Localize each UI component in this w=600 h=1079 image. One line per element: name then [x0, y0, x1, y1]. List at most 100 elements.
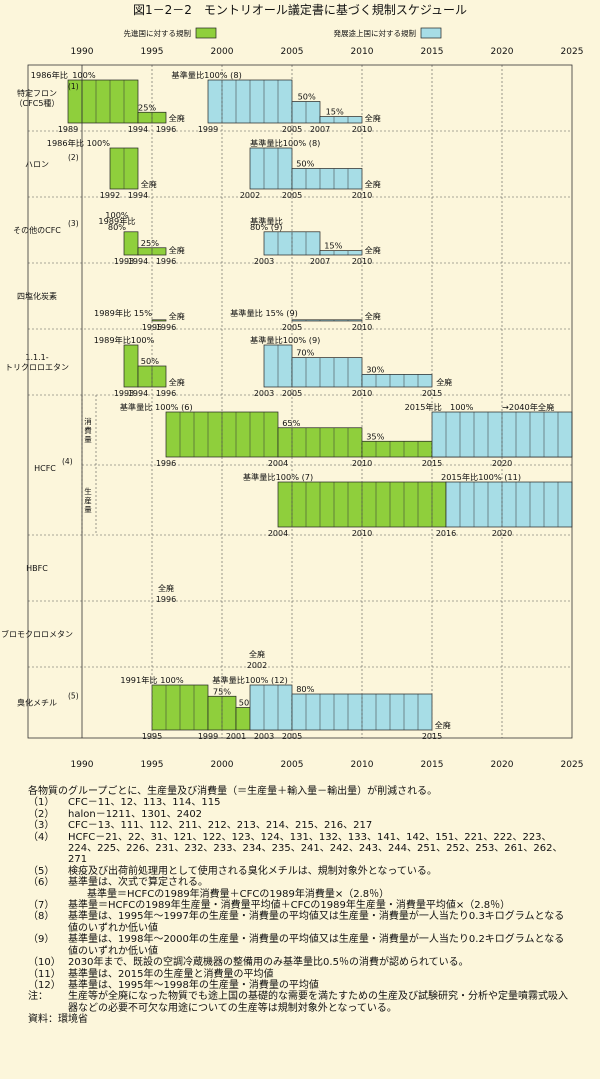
bar-developed-3: [361, 440, 433, 458]
footnote-number: （9）: [28, 934, 55, 946]
year-label: 2005: [282, 323, 302, 332]
x-tick-bottom-1995: 1995: [141, 760, 164, 770]
bar-label: 全廃: [435, 720, 451, 730]
bar-label: 50%: [141, 356, 159, 366]
bar-label: 基準量比100% (8): [171, 70, 241, 80]
bar-label: 基準量比100% (7): [243, 472, 313, 482]
footnote-number: （2）: [28, 808, 55, 820]
year-label: 1994: [128, 125, 148, 134]
year-label: 2003: [254, 257, 274, 266]
bar-label: 80% (9): [250, 222, 282, 232]
row-8: 全廃 1996 HBFC: [26, 564, 176, 604]
bar-label: 基準量比 15% (9): [230, 308, 298, 318]
footnote: （11） 基準量は、2015年の生産量と消費量の平均値: [28, 969, 596, 980]
x-tick-top-2025: 2025: [561, 47, 584, 57]
substance-name: HBFC: [26, 564, 48, 573]
bar-label: 全廃: [365, 311, 381, 321]
bar-developing-2: [291, 357, 363, 388]
x-tick-top-2000: 2000: [211, 47, 234, 57]
substance-name: 臭化メチル: [17, 698, 57, 708]
footnote-text: halon－1211、1301、2402: [68, 808, 203, 820]
x-tick-bottom-2020: 2020: [491, 760, 514, 770]
bar-developed-1: [151, 319, 167, 322]
year-label: 2004: [268, 529, 288, 538]
year-label: 1996: [156, 389, 176, 398]
bar-label: 1991年比 100%: [120, 675, 183, 685]
substance-name: トリクロロエタン: [5, 363, 69, 372]
x-tick-top-2015: 2015: [421, 47, 444, 57]
year-label: 2002: [247, 661, 267, 670]
legend-developed-swatch: [195, 27, 217, 39]
bar-label: 70%: [296, 348, 314, 358]
bar-label: 全廃: [436, 377, 452, 387]
year-label: 1999: [198, 125, 218, 134]
substance-note: (4): [62, 457, 73, 466]
bar-developing-2: [291, 168, 363, 190]
year-label: 1992: [100, 191, 120, 200]
bar-label: 基準量比100% (12): [212, 675, 288, 685]
year-label: 2007: [310, 125, 330, 134]
footnote-number: 注：: [28, 991, 48, 1003]
x-tick-top-2010: 2010: [351, 47, 374, 57]
sub-label: 産: [84, 495, 92, 505]
legend-developed-label: 先進国に対する規制: [124, 28, 192, 38]
row-1: 1986年比 100% 25% 全廃 1989 1994 1996 基準量比100% (8) 5…: [15, 70, 381, 134]
sub-label: 量: [84, 505, 92, 514]
footnote-text: 基準量は、次式で算定される。: [68, 877, 208, 889]
bar-label: 1989年比: [98, 216, 135, 226]
footnote-text: 2030年まで、既設の空調冷蔵機器の整備用のみ基準量比0.5％の消費が認められて…: [68, 957, 469, 969]
year-label: 2015: [422, 459, 442, 468]
footnote-text: 検疫及び出荷前処理用として使用される臭化メチルは、規制対象外となっている。: [68, 865, 437, 877]
year-label: 2005: [282, 732, 302, 741]
bar-label: 1986年比: [31, 70, 68, 80]
footnote-number: （3）: [28, 820, 55, 832]
footnote: （6） 基準量は、次式で算定される。: [28, 877, 596, 888]
year-label: 2002: [240, 191, 260, 200]
year-label: 1993: [114, 257, 134, 266]
bar-developing-1: [249, 684, 293, 731]
year-label: 2001: [226, 732, 246, 741]
footnote-number: （10）: [28, 957, 61, 969]
year-label: 1999: [198, 732, 218, 741]
year-label: 1993: [114, 389, 134, 398]
bar-developing-3: [319, 116, 363, 124]
year-label: 1994: [128, 257, 148, 266]
footnote: （5） 検疫及び出荷前処理用として使用される臭化メチルは、規制対象外となっている。: [28, 866, 596, 877]
x-tick-top-2005: 2005: [281, 47, 304, 57]
year-label: 1996: [156, 323, 176, 332]
x-tick-top-1990: 1990: [71, 47, 94, 57]
year-label: 1994: [128, 191, 148, 200]
footnote-text: 基準量は、1998年～2000年の生産量・消費量の平均値又は生産量・消費量が一人…: [68, 934, 565, 957]
bar-developed-1: [67, 79, 139, 124]
footnote: （7） 基準量＝HCFCの1989年生産量・消費量平均値＋CFCの1989年生産量…: [28, 900, 596, 911]
year-label: 2003: [254, 732, 274, 741]
year-label: 1996: [156, 257, 176, 266]
bar-label: 100%: [105, 210, 129, 220]
footnote-text: 基準量＝HCFCの1989年消費量＋CFCの1989年消費量×（2.8％）: [87, 888, 390, 900]
x-tick-top-1995: 1995: [141, 47, 164, 57]
bar-label: 50%: [296, 159, 314, 169]
year-label: 2010: [352, 191, 372, 200]
footnote: 基準量＝HCFCの1989年消費量＋CFCの1989年消費量×（2.8％）: [28, 889, 596, 900]
x-tick-bottom-2005: 2005: [281, 760, 304, 770]
bar-label: 80%: [296, 684, 314, 694]
x-tick-bottom-2000: 2000: [211, 760, 234, 770]
footnote-text: 各物質のグループごとに、生産量及び消費量（＝生産量＋輸入量－輸出量）が削減される…: [28, 786, 438, 797]
bar-developing-1: [291, 319, 363, 322]
substance-note: (5): [68, 692, 79, 701]
bar-label: 50%: [298, 92, 316, 102]
chart-title: 図1－2－2 モントリオール議定書に基づく規制スケジュール: [132, 3, 468, 17]
year-label: 2004: [268, 459, 288, 468]
substance-name: 四塩化炭素: [17, 291, 57, 301]
year-label: 2005: [282, 191, 302, 200]
footnote: 注： 生産等が全廃になった物質でも途上国の基礎的な需要を満たすための生産及び試験研…: [28, 991, 596, 1014]
sub-label: 費: [84, 425, 92, 435]
bar-developing-2: [319, 250, 363, 256]
bar-label: 全廃: [365, 245, 381, 255]
footnote-text: 基準量＝HCFCの1989年生産量・消費量平均値＋CFCの1989年生産量・消費…: [68, 900, 511, 912]
footnote-number: （1）: [28, 797, 55, 809]
bar-label: 基準量比: [250, 216, 283, 226]
bar-label: 25%: [138, 102, 156, 112]
bar-developing-3: [361, 374, 433, 388]
